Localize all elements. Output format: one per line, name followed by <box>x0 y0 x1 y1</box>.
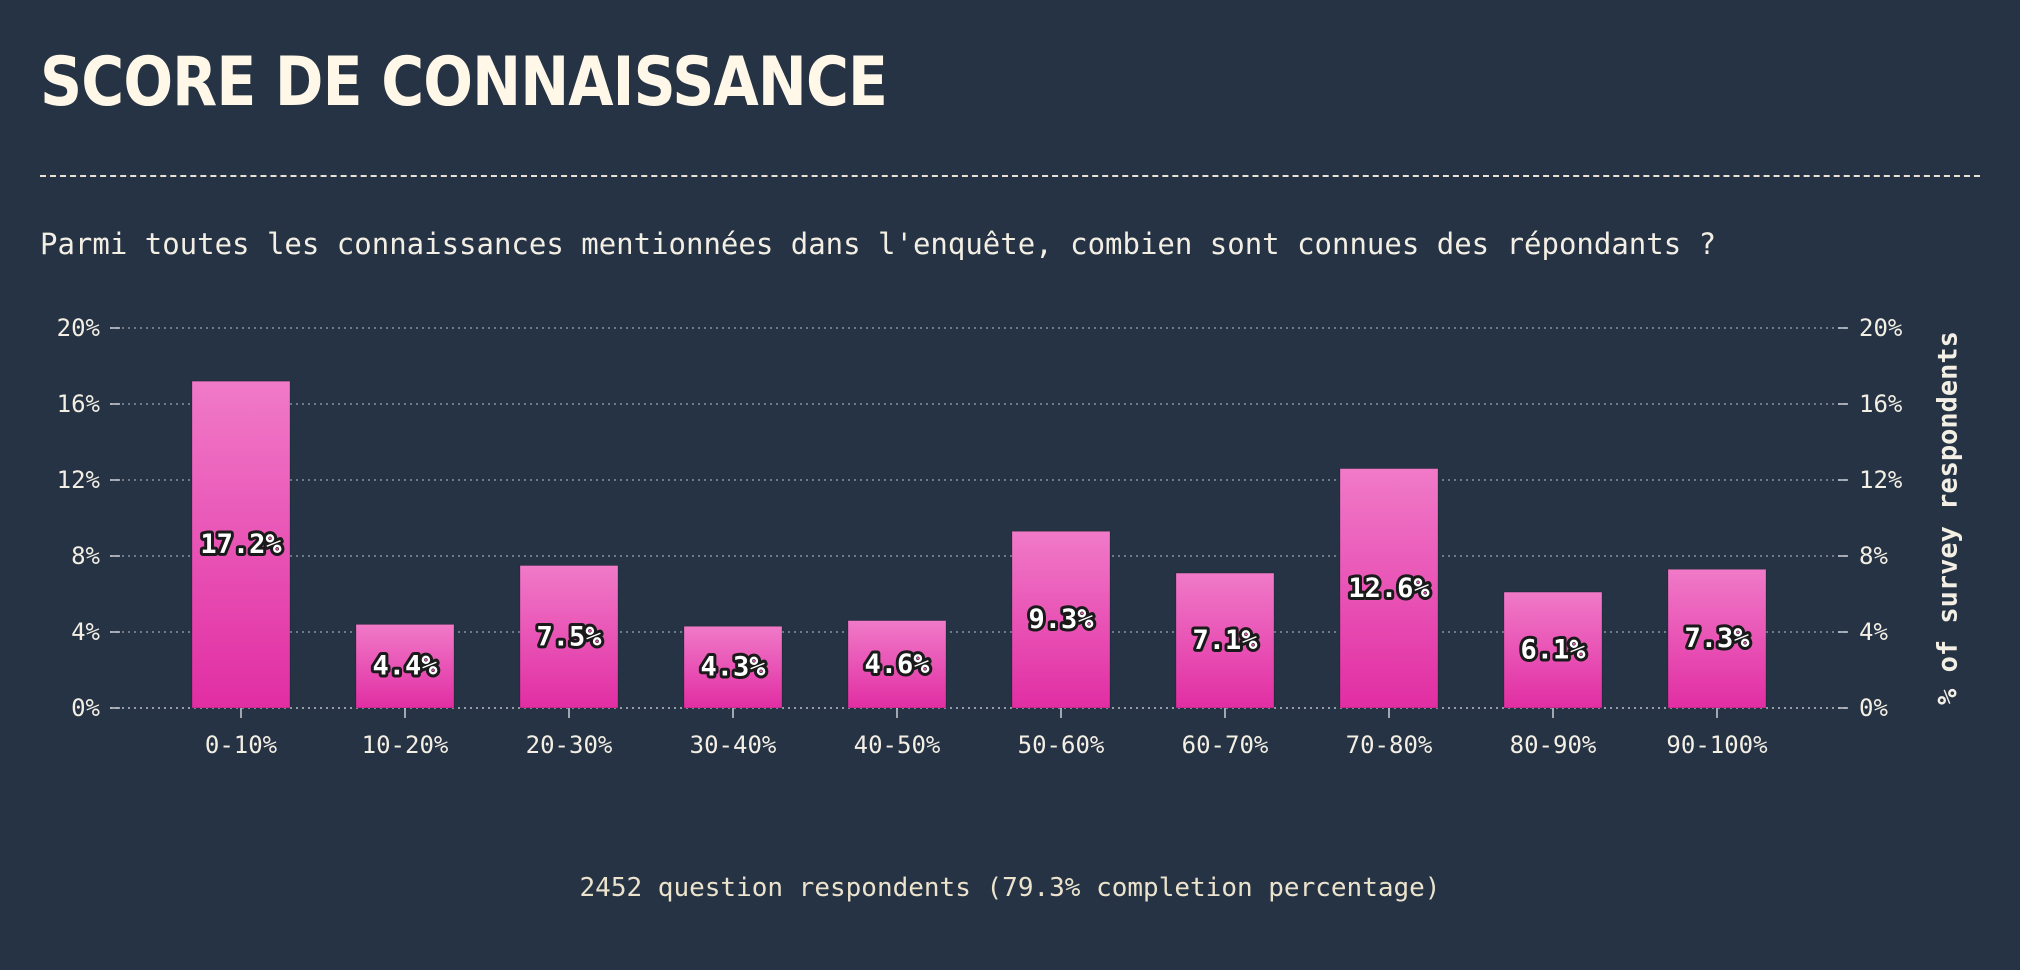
bar-value-label: 7.5% <box>536 621 602 652</box>
bar <box>1175 572 1275 709</box>
value-labels: 17.2% 4.4% 7.5% 4.3% 4.6% 9.3% 7.1% 12.6% 6.1% 7.… <box>197 526 1753 686</box>
x-tick-label: 50-60% <box>1018 731 1105 759</box>
y-tick-label-right: 0% <box>1859 694 1888 722</box>
x-tick-label: 30-40% <box>690 731 777 759</box>
y-tick-label-left: 16% <box>57 390 101 418</box>
y-axis-title-right: % of survey respondents <box>1933 331 1964 705</box>
y-tick-label-right: 20% <box>1859 314 1903 342</box>
bar-value-label: 9.3% <box>1028 604 1094 635</box>
bar <box>847 620 947 709</box>
bar-value-label: 4.4% <box>372 651 438 682</box>
page-title: SCORE DE CONNAISSANCE <box>40 43 888 122</box>
x-tick-label: 90-100% <box>1666 731 1768 759</box>
y-tick-label-left: 20% <box>57 314 101 342</box>
bar-chart: 17.2% 4.4% 7.5% 4.3% 4.6% 9.3% 7.1% 12.6% 6.1% 7.… <box>57 314 1964 759</box>
title-divider <box>40 175 1980 177</box>
bar-value-label: 6.1% <box>1520 635 1586 666</box>
bar-value-label: 7.3% <box>1684 623 1750 654</box>
y-tick-label-left: 8% <box>71 542 100 570</box>
x-tick-label: 70-80% <box>1346 731 1433 759</box>
x-tick-label: 10-20% <box>362 731 449 759</box>
bar-value-label: 12.6% <box>1348 573 1430 604</box>
bars <box>191 380 1767 709</box>
bar <box>683 625 783 709</box>
bar-value-label: 17.2% <box>200 529 282 560</box>
x-tick-label: 0-10% <box>205 731 278 759</box>
y-tick-label-left: 0% <box>71 694 100 722</box>
bar <box>519 565 619 709</box>
axes: 0% 0% 4% 4% 8% 8% 12% 12% 16% 16% 20% 20% 0-10% 10-20… <box>57 314 1964 759</box>
y-tick-label-right: 16% <box>1859 390 1903 418</box>
y-tick-label-right: 12% <box>1859 466 1903 494</box>
y-tick-label-left: 4% <box>71 618 100 646</box>
chart-subtitle: Parmi toutes les connaissances mentionné… <box>40 227 1717 261</box>
x-tick-label: 40-50% <box>854 731 941 759</box>
y-tick-label-right: 4% <box>1859 618 1888 646</box>
y-tick-label-left: 12% <box>57 466 101 494</box>
y-tick-label-right: 8% <box>1859 542 1888 570</box>
bar <box>1339 468 1439 709</box>
bar <box>1503 591 1603 709</box>
bar-value-label: 4.3% <box>700 652 766 683</box>
x-tick-label: 80-90% <box>1510 731 1597 759</box>
bar <box>1667 568 1767 709</box>
x-tick-label: 20-30% <box>526 731 613 759</box>
bar-value-label: 4.6% <box>864 649 930 680</box>
bar-value-label: 7.1% <box>1192 625 1258 656</box>
bar <box>355 624 455 709</box>
x-tick-label: 60-70% <box>1182 731 1269 759</box>
respondents-footer: 2452 question respondents (79.3% complet… <box>579 873 1441 903</box>
bar <box>1011 530 1111 709</box>
